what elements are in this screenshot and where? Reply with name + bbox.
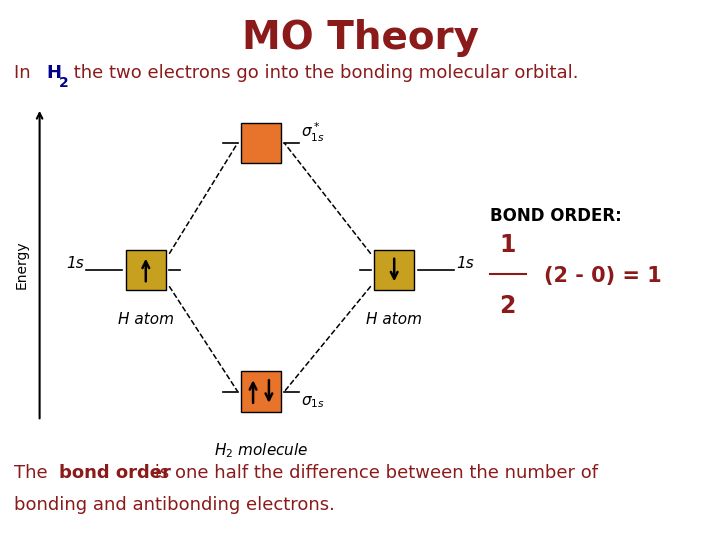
Text: MO Theory: MO Theory: [241, 19, 479, 57]
Text: H: H: [46, 64, 61, 82]
Text: H$_2$ molecule: H$_2$ molecule: [214, 442, 308, 460]
Text: 1s: 1s: [456, 256, 474, 271]
Text: Energy: Energy: [14, 240, 29, 289]
Text: bonding and antibonding electrons.: bonding and antibonding electrons.: [14, 496, 336, 514]
Text: 2: 2: [500, 294, 516, 318]
Text: H atom: H atom: [118, 312, 174, 327]
Bar: [126, 249, 166, 291]
Text: $\sigma_{1s}$: $\sigma_{1s}$: [301, 394, 325, 410]
Bar: [241, 123, 281, 163]
Text: BOND ORDER:: BOND ORDER:: [490, 207, 621, 225]
Text: (2 - 0) = 1: (2 - 0) = 1: [544, 266, 662, 287]
Text: $\sigma^*_{1s}$: $\sigma^*_{1s}$: [301, 121, 325, 144]
Text: 1: 1: [500, 233, 516, 256]
Text: H atom: H atom: [366, 312, 422, 327]
Text: is one half the difference between the number of: is one half the difference between the n…: [149, 463, 598, 482]
Text: 2: 2: [59, 76, 69, 90]
Text: 1s: 1s: [66, 256, 84, 271]
Bar: [241, 372, 281, 411]
Text: The: The: [14, 463, 54, 482]
Text: bond order: bond order: [59, 463, 171, 482]
Bar: [374, 249, 414, 291]
Text: the two electrons go into the bonding molecular orbital.: the two electrons go into the bonding mo…: [68, 64, 578, 82]
Text: In: In: [14, 64, 37, 82]
